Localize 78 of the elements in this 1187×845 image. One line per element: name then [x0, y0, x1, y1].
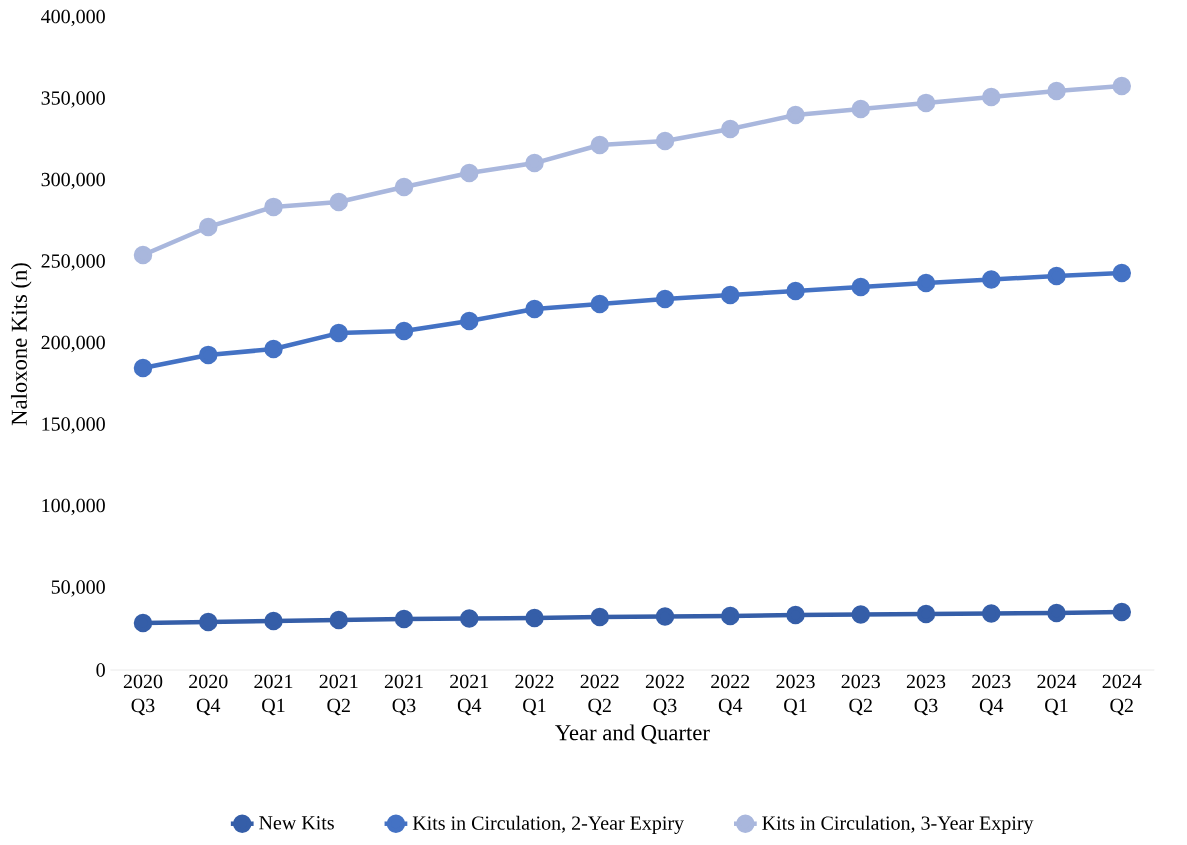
x-tick-label: 2020 Q4	[189, 674, 228, 716]
point	[264, 197, 283, 217]
point	[329, 323, 349, 343]
point	[590, 294, 610, 314]
point	[786, 605, 805, 625]
point	[198, 612, 218, 632]
point	[916, 93, 936, 113]
point	[198, 345, 218, 365]
x-tick-label: 2020 Q3	[123, 674, 163, 716]
point	[133, 245, 153, 265]
point	[851, 277, 871, 297]
point	[1112, 76, 1132, 96]
x-tick-label: 2023 Q4	[972, 674, 1011, 716]
x-tick-label: 2023 Q3	[906, 674, 946, 716]
point	[460, 163, 479, 183]
point	[851, 605, 871, 624]
y-tick-label: 150,000	[42, 417, 105, 434]
y-tick-label: 300,000	[41, 172, 105, 190]
y-axis-title: Naloxone Kits (n)	[10, 263, 32, 426]
point	[264, 611, 283, 631]
point	[590, 135, 610, 155]
y-tick-label: 100,000	[42, 498, 105, 516]
x-tick-label: 2022 Q4	[711, 674, 750, 716]
point	[460, 609, 479, 628]
point	[1047, 266, 1066, 286]
point	[1112, 263, 1132, 283]
point	[721, 119, 740, 139]
point	[329, 610, 349, 630]
x-tick-label: 2022 Q1	[515, 674, 554, 716]
point	[1047, 603, 1066, 623]
x-tick-label: 2021 Q4	[450, 674, 489, 716]
point	[394, 177, 414, 197]
x-tick-label: 2024 Q1	[1037, 674, 1077, 716]
point	[525, 299, 544, 319]
point	[982, 604, 1001, 623]
point	[916, 604, 936, 624]
point	[721, 285, 740, 305]
x-tick-label: 2021 Q3	[384, 674, 423, 716]
y-tick-label: 50,000	[51, 580, 105, 597]
point	[133, 613, 153, 633]
point	[786, 105, 805, 125]
point	[590, 607, 610, 627]
legend-label: Kits in Circulation, 2-Year Expiry	[412, 815, 684, 834]
point	[916, 273, 936, 293]
point	[329, 192, 349, 212]
y-tick-label: 250,000	[41, 254, 105, 271]
point	[525, 153, 544, 173]
point	[460, 311, 479, 331]
x-tick-label: 2022 Q3	[645, 674, 684, 716]
x-tick-label: 2021 Q1	[254, 674, 293, 716]
point	[655, 289, 675, 309]
point	[655, 607, 675, 626]
x-tick-label: 2024 Q2	[1102, 674, 1142, 716]
y-tick-label: 0	[96, 663, 105, 677]
legend-label: Kits in Circulation, 3-Year Expiry	[762, 815, 1034, 834]
point	[1047, 81, 1066, 101]
point	[525, 608, 544, 628]
point	[721, 606, 740, 626]
x-tick-label: 2023 Q2	[841, 674, 880, 716]
x-tick-label: 2023 Q1	[776, 674, 815, 716]
point	[655, 131, 675, 151]
point	[133, 358, 153, 378]
point	[1112, 602, 1132, 622]
point	[851, 99, 871, 119]
point	[394, 609, 414, 629]
x-tick-label: 2022 Q2	[580, 674, 619, 716]
point	[264, 339, 283, 359]
x-axis-title: Year and Quarter	[555, 724, 710, 744]
point	[982, 87, 1001, 107]
y-tick-label: 200,000	[41, 335, 105, 353]
point	[982, 270, 1001, 289]
legend-label: New Kits	[259, 816, 334, 830]
y-tick-label: 400,000	[41, 9, 105, 27]
x-tick-label: 2021 Q2	[319, 674, 358, 716]
point	[786, 281, 805, 301]
y-tick-label: 350,000	[41, 91, 105, 108]
point	[394, 321, 414, 341]
point	[198, 217, 218, 237]
